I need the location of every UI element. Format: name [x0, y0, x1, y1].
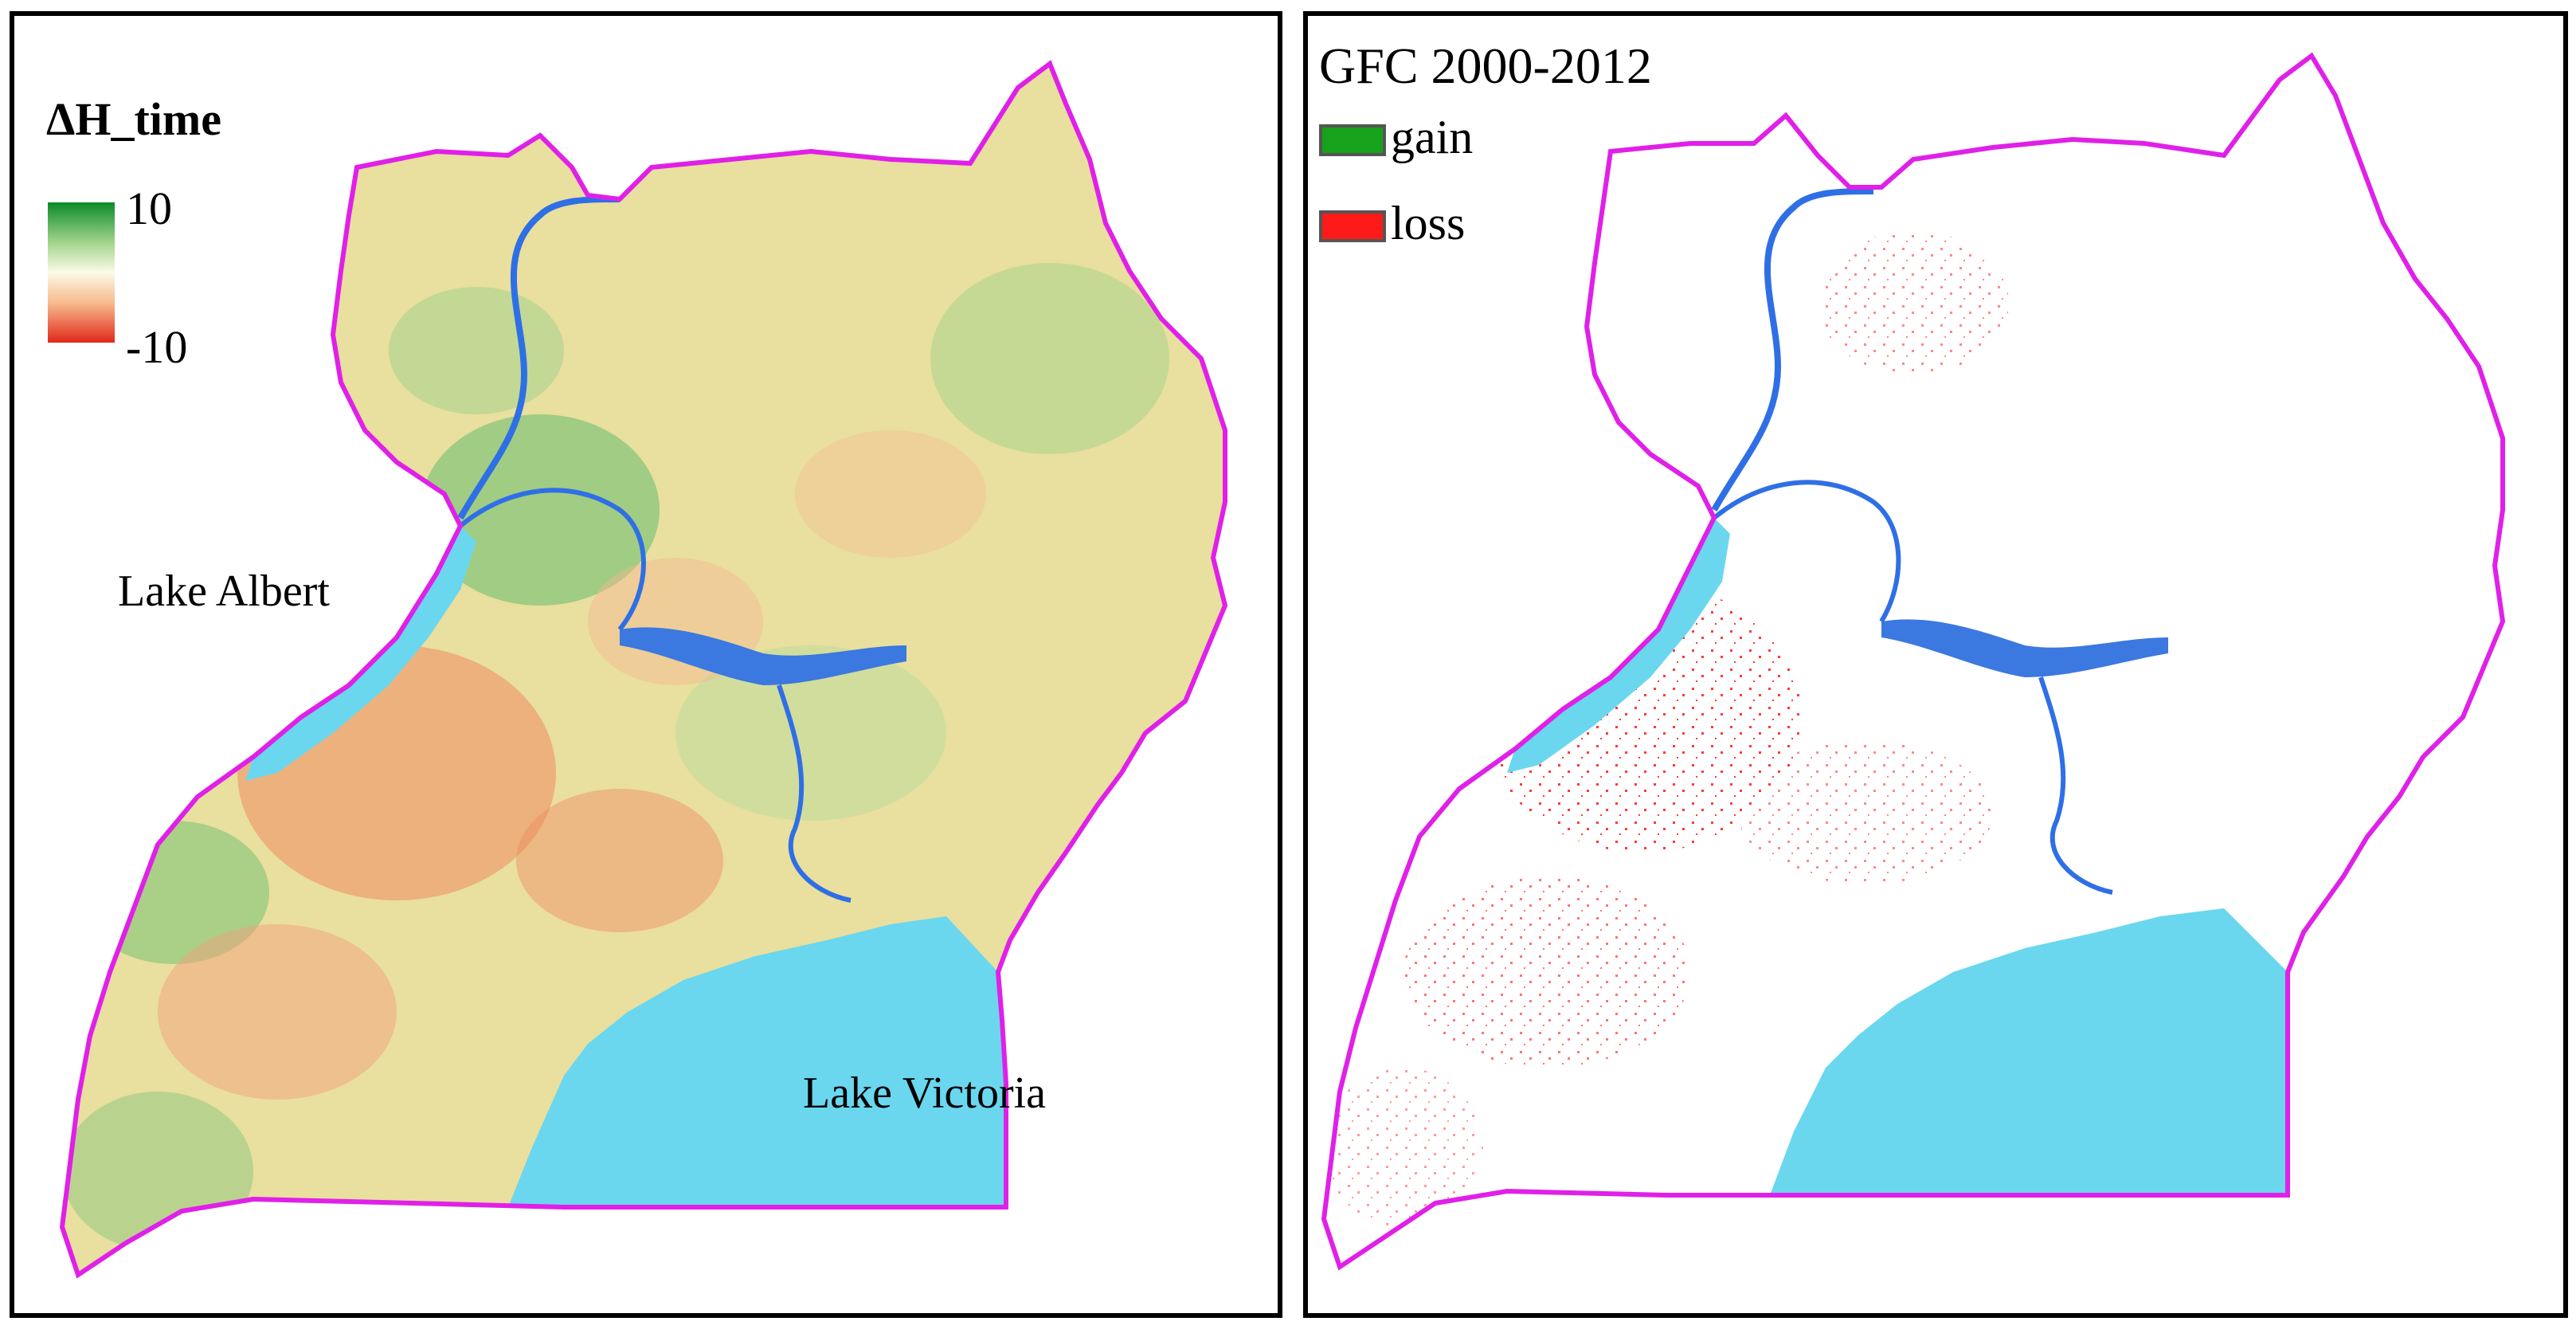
land-fill [1324, 56, 2503, 1267]
gain-swatch [1319, 124, 1386, 156]
lake-albert-label: Lake Albert [118, 567, 330, 616]
vegetation-loss-patch [516, 789, 723, 932]
nile-river [2038, 676, 2113, 895]
ramp-min-label: -10 [126, 321, 188, 373]
gfc-map [1308, 16, 2563, 1313]
delta-h-map [14, 16, 1278, 1313]
loss-label: loss [1391, 197, 1466, 249]
nile-river [457, 196, 621, 520]
gain-label: gain [1391, 111, 1474, 163]
gfc-map-panel: GFC 2000-2012 gain loss [1303, 11, 2568, 1318]
vegetation-gain-patch [675, 645, 946, 821]
forest-loss-patch [1324, 1068, 1483, 1227]
nile-river [459, 488, 646, 631]
forest-loss-patch [1818, 231, 2009, 374]
vegetation-loss-patch [158, 924, 397, 1100]
lake-victoria [508, 916, 1006, 1211]
gfc-title: GFC 2000-2012 [1319, 37, 1652, 94]
nile-river [1713, 480, 1901, 623]
forest-loss-patch [1403, 876, 1690, 1068]
lake-kyoga [1881, 619, 2168, 677]
vegetation-loss-patch [795, 430, 986, 558]
nile-river [1711, 188, 1874, 512]
legend-title: ΔH_time [46, 93, 221, 145]
color-ramp [48, 202, 115, 343]
nile-river [777, 684, 851, 903]
vegetation-gain-patch [930, 263, 1169, 454]
vegetation-loss-patch [237, 645, 556, 900]
lake-victoria [1770, 908, 2288, 1203]
lake-kyoga [620, 627, 906, 685]
ramp-max-label: 10 [126, 182, 172, 234]
land-fill [62, 64, 1225, 1275]
vegetation-gain-patch [389, 287, 564, 414]
lake-victoria-label: Lake Victoria [803, 1068, 1047, 1118]
delta-h-map-panel: ΔH_time 10 -10 Lake Albert Lake Victoria [10, 11, 1282, 1318]
forest-loss-patch [1738, 741, 1993, 884]
vegetation-gain-patch [421, 414, 660, 606]
loss-swatch [1319, 210, 1386, 242]
